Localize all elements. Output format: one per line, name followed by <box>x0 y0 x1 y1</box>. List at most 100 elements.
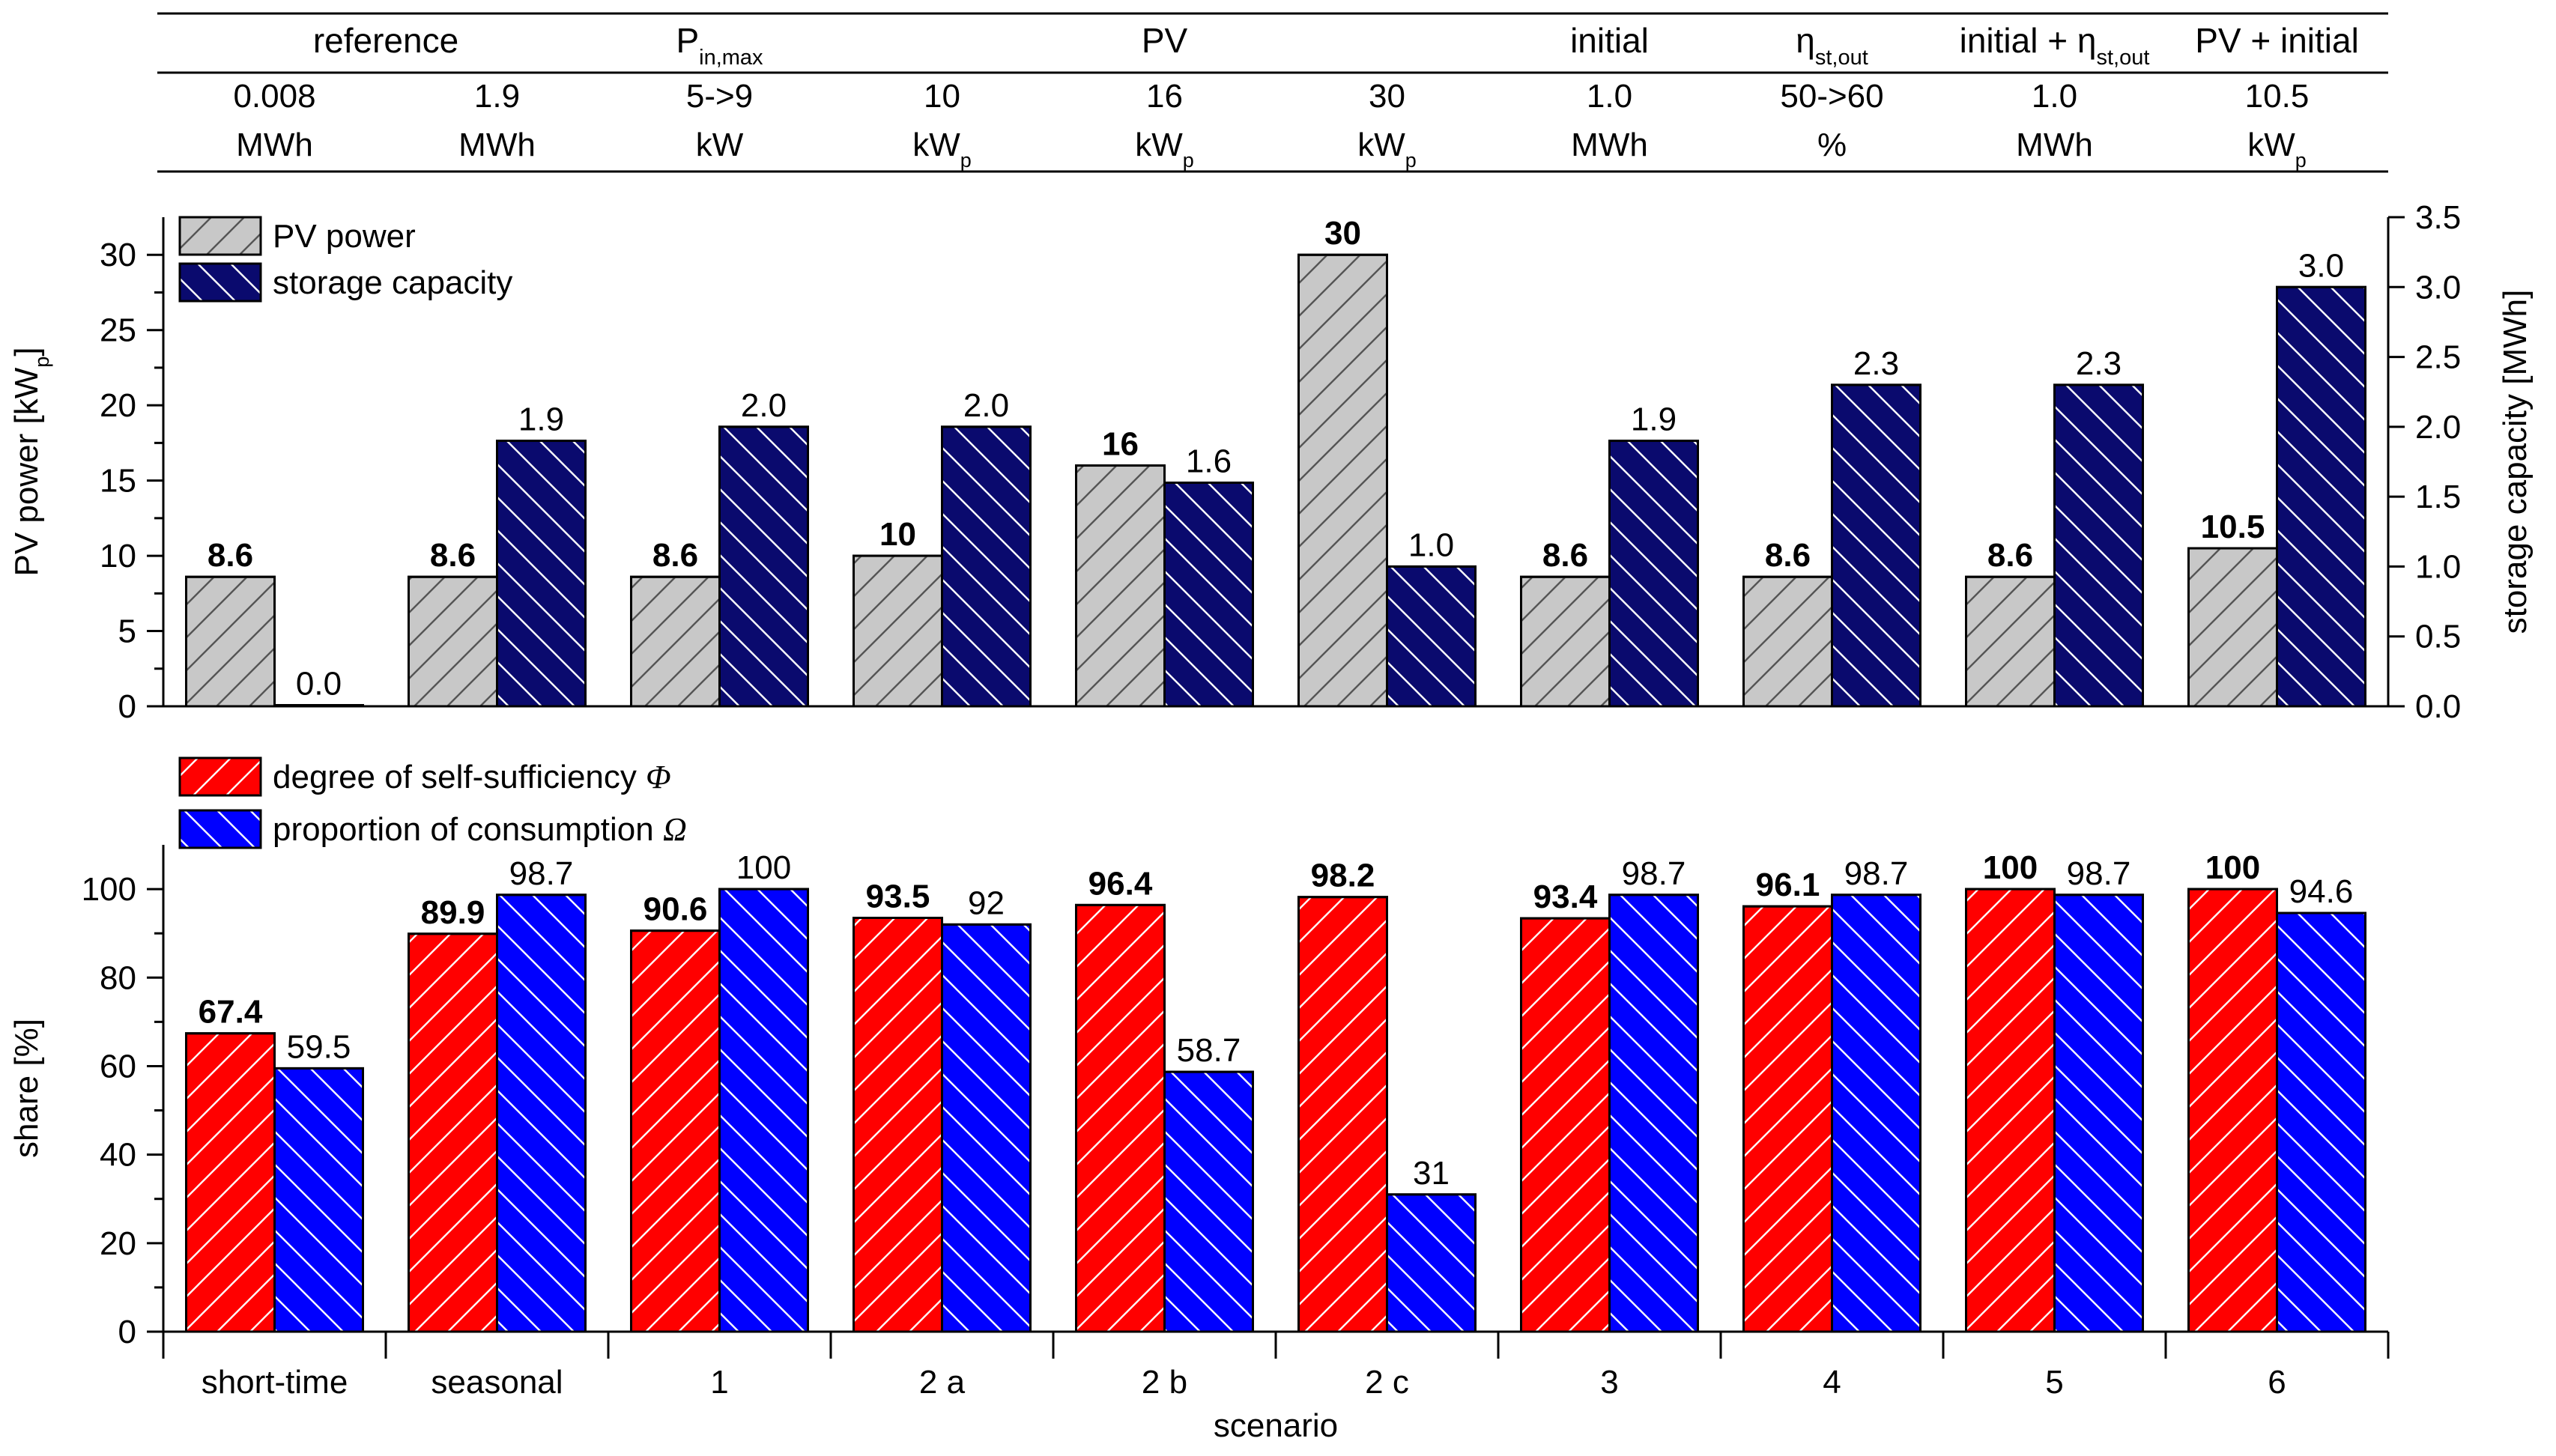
bar-hatch-pv-power <box>1075 464 1166 708</box>
bar-hatch-storage-capacity <box>718 425 809 708</box>
y2-tick-label: 1.5 <box>2415 479 2461 515</box>
bar-hatch-pv-power <box>1742 575 1833 708</box>
y-tick-label: 15 <box>100 463 136 500</box>
x-tick-label: 2 a <box>919 1364 966 1401</box>
bar-hatch-storage-capacity <box>1163 481 1254 708</box>
table-unit: kWp <box>912 127 972 172</box>
x-tick-label: 4 <box>1823 1364 1841 1401</box>
bar-hatch-self-sufficiency <box>630 929 721 1333</box>
y-tick-label: 40 <box>100 1137 136 1174</box>
data-label-pv-power: 10 <box>879 516 916 553</box>
data-label-self-sufficiency: 96.4 <box>1088 865 1153 902</box>
y2-tick-label: 0.0 <box>2415 688 2461 725</box>
legend-swatch-hatch-pv-power <box>178 216 262 256</box>
data-label-pv-power: 10.5 <box>2201 509 2265 545</box>
bar-hatch-storage-capacity <box>941 425 1032 708</box>
bar-hatch-self-sufficiency <box>2187 888 2278 1333</box>
bar-hatch-pv-power <box>630 575 721 708</box>
table-group-heading: PV + initial <box>2195 21 2359 60</box>
legend-label-storage-capacity: storage capacity <box>273 264 512 301</box>
bar-hatch-pv-power <box>2187 547 2278 708</box>
table-value: 50->60 <box>1780 78 1883 115</box>
table-unit: kWp <box>2247 127 2307 172</box>
table-value: 1.0 <box>1587 78 1632 115</box>
legend-label-pv-power: PV power <box>273 218 416 255</box>
data-label-storage-capacity: 1.6 <box>1186 443 1232 479</box>
y-tick-label: 0 <box>118 688 136 725</box>
bar-hatch-self-sufficiency <box>1742 905 1833 1333</box>
y-tick-label: 10 <box>100 538 136 574</box>
bar-hatch-consumption-proportion <box>1831 894 1921 1333</box>
header-table: reference Pin,max PV initial ηst,out initial … <box>157 12 2388 173</box>
bar-hatch-consumption-proportion <box>2276 911 2366 1333</box>
y2-tick-label: 1.0 <box>2415 548 2461 585</box>
data-label-pv-power: 8.6 <box>430 537 476 574</box>
bar-hatch-self-sufficiency <box>1520 917 1611 1333</box>
data-label-consumption-proportion: 58.7 <box>1177 1032 1241 1069</box>
data-label-consumption-proportion: 98.7 <box>2067 855 2131 892</box>
data-label-self-sufficiency: 93.5 <box>866 879 930 915</box>
bar-hatch-consumption-proportion <box>496 894 587 1333</box>
x-tick-label: 2 b <box>1142 1364 1187 1401</box>
y-tick-label: 30 <box>100 237 136 273</box>
bar-hatch-storage-capacity <box>496 440 587 708</box>
data-label-pv-power: 8.6 <box>1987 537 2033 574</box>
data-label-consumption-proportion: 98.7 <box>509 855 574 892</box>
data-label-storage-capacity: 2.0 <box>741 387 787 424</box>
bar-hatch-consumption-proportion <box>941 923 1032 1333</box>
data-label-consumption-proportion: 98.7 <box>1622 855 1686 892</box>
bar-hatch-storage-capacity <box>2053 383 2144 708</box>
y2-tick-label: 2.5 <box>2415 339 2461 376</box>
y-axis-title: share [%] <box>8 1019 45 1158</box>
data-label-pv-power: 16 <box>1102 426 1139 463</box>
y2-tick-label: 3.0 <box>2415 269 2461 306</box>
bar-hatch-consumption-proportion <box>1386 1193 1477 1333</box>
table-unit: MWh <box>458 127 536 163</box>
bar-hatch-self-sufficiency <box>1965 888 2056 1333</box>
y-tick-label: 100 <box>82 871 136 908</box>
bar-hatch-storage-capacity <box>1386 565 1477 708</box>
data-label-pv-power: 8.6 <box>208 537 253 574</box>
y2-axis-title: storage capacity [MWh] <box>2497 290 2534 634</box>
data-label-self-sufficiency: 98.2 <box>1311 858 1375 894</box>
y-tick-label: 0 <box>118 1314 136 1350</box>
table-unit: kWp <box>1135 127 1194 172</box>
table-group-heading: initial <box>1570 21 1649 60</box>
table-value: 5->9 <box>686 78 753 115</box>
bar-hatch-storage-capacity <box>2276 285 2366 708</box>
table-value: 0.008 <box>233 78 315 115</box>
data-label-self-sufficiency: 93.4 <box>1533 879 1598 915</box>
data-label-self-sufficiency: 100 <box>2205 849 2260 886</box>
y-tick-label: 20 <box>100 1225 136 1262</box>
data-label-storage-capacity: 1.9 <box>1631 401 1677 438</box>
table-value: 1.0 <box>2032 78 2077 115</box>
data-label-storage-capacity: 1.0 <box>1408 527 1454 563</box>
table-group-heading: ηst,out <box>1796 21 1868 70</box>
table-value: 1.9 <box>474 78 520 115</box>
table-unit: MWh <box>2016 127 2093 163</box>
bar-hatch-storage-capacity <box>1831 383 1921 708</box>
bar-hatch-pv-power <box>408 575 498 708</box>
share-chart: 0 20 40 60 80 100 share [%] short-time seasonal 1… <box>8 756 2390 1444</box>
data-label-pv-power: 30 <box>1324 215 1361 252</box>
y-tick-label: 60 <box>100 1048 136 1085</box>
table-value: 10 <box>924 78 960 115</box>
data-label-storage-capacity: 1.9 <box>518 401 564 438</box>
bar-hatch-pv-power <box>185 575 276 708</box>
bar-hatch-self-sufficiency <box>408 932 498 1333</box>
bar-hatch-pv-power <box>1297 253 1388 708</box>
legend-label-self-sufficiency: degree of self-sufficiency Φ <box>273 759 671 795</box>
legend-swatch-hatch-self-sufficiency <box>178 756 262 797</box>
bar-hatch-self-sufficiency <box>1297 896 1388 1333</box>
bar-hatch-consumption-proportion <box>273 1067 364 1333</box>
data-label-storage-capacity: 2.0 <box>963 387 1009 424</box>
y2-tick-label: 2.0 <box>2415 409 2461 446</box>
table-unit: MWh <box>236 127 313 163</box>
x-tick-label: short-time <box>202 1364 348 1401</box>
table-unit: kWp <box>1357 127 1417 172</box>
data-label-consumption-proportion: 92 <box>968 885 1005 921</box>
table-unit: MWh <box>1571 127 1648 163</box>
bar-hatch-pv-power <box>1520 575 1611 708</box>
x-tick-label: 1 <box>710 1364 728 1401</box>
bar-hatch-storage-capacity <box>1608 440 1699 708</box>
